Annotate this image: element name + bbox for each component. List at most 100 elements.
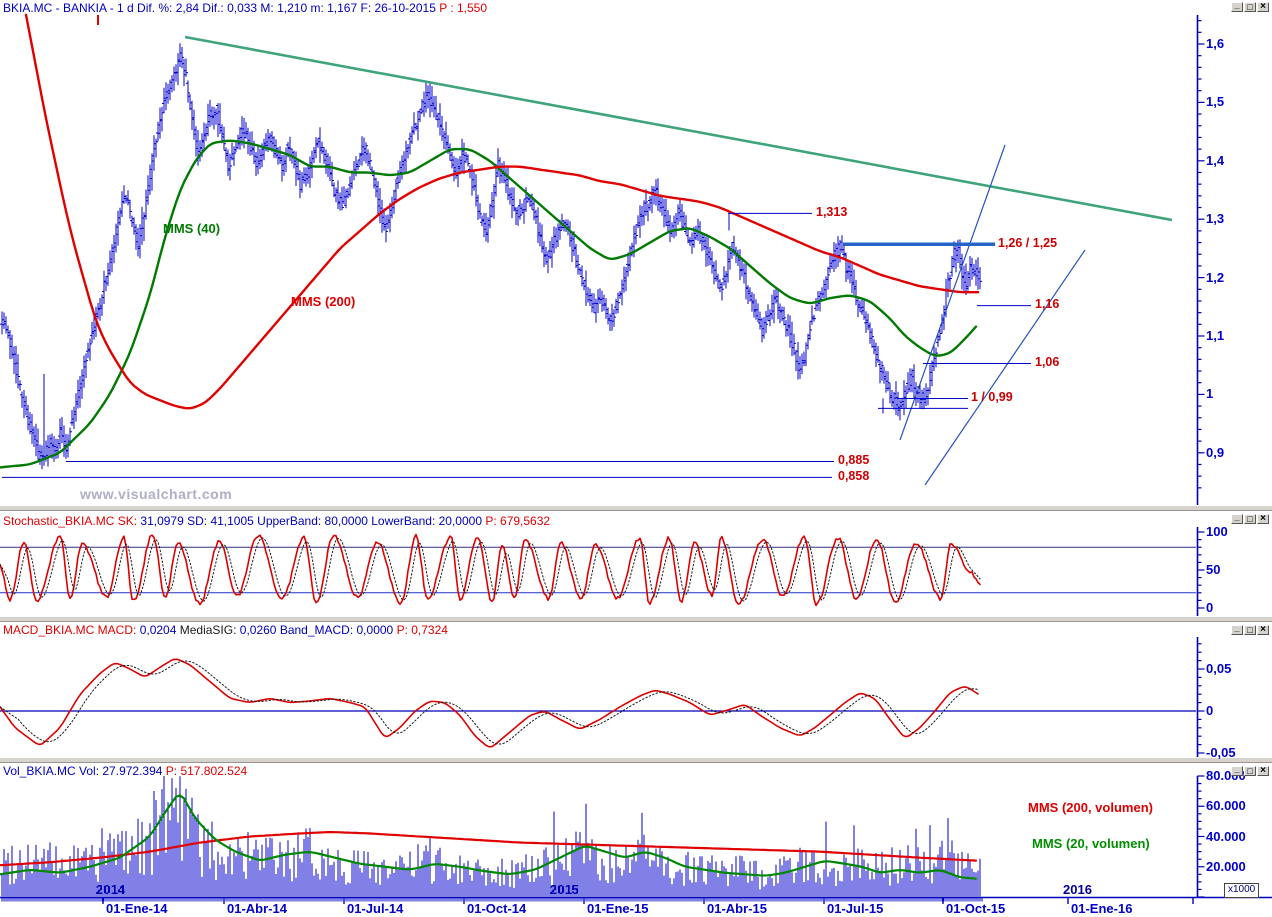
minimize-icon: _ bbox=[1234, 512, 1240, 522]
descending-trendline bbox=[184, 35, 1173, 222]
minimize-button-main[interactable]: _ bbox=[1231, 0, 1243, 12]
y-tick-label: 0 bbox=[1206, 600, 1214, 615]
y-tick-label: -0,05 bbox=[1206, 745, 1236, 760]
header-segment: P : 1,550 bbox=[439, 1, 488, 15]
header-segment: 0,0260 bbox=[239, 623, 280, 637]
close-button-macd[interactable]: × bbox=[1257, 625, 1269, 635]
close-button-stochastic[interactable]: × bbox=[1257, 514, 1269, 524]
volume-mms20-line bbox=[0, 794, 978, 880]
minimize-icon: _ bbox=[1234, 0, 1240, 10]
maximize-icon: □ bbox=[1247, 766, 1253, 776]
x-axis-daily-ticks bbox=[1, 898, 983, 902]
main-chart-header: BKIA.MC - BANKIA - 1 d Dif. %: 2,84 Dif.… bbox=[3, 1, 487, 15]
price-bar-ticks bbox=[0, 52, 982, 460]
watermark: www.visualchart.com bbox=[80, 486, 233, 502]
minimize-icon: _ bbox=[1234, 623, 1240, 633]
macd-header: MACD_BKIA.MC MACD: 0,0204 MediaSIG: 0,02… bbox=[3, 623, 448, 637]
maximize-icon: □ bbox=[1247, 514, 1253, 524]
close-icon: × bbox=[1260, 624, 1266, 635]
maximize-button-main[interactable]: □ bbox=[1244, 2, 1256, 12]
stochastic-sd-line bbox=[0, 537, 981, 602]
y-tick-label: 0 bbox=[1206, 703, 1214, 718]
header-segment: P: 517.802.524 bbox=[165, 764, 248, 778]
maximize-button-macd[interactable]: □ bbox=[1244, 625, 1256, 635]
ascending-channel-line bbox=[899, 144, 1006, 441]
x-tick-label: 01-Ene-16 bbox=[1071, 901, 1133, 916]
header-segment: MediaSIG: bbox=[179, 623, 240, 637]
y-tick-label: 1,3 bbox=[1206, 211, 1225, 227]
x-tick-label: 01-Oct-15 bbox=[946, 901, 1006, 916]
y-tick-label: 1,4 bbox=[1206, 152, 1225, 168]
panel-splitter[interactable] bbox=[0, 757, 1272, 763]
level-label: 1,06 bbox=[1035, 355, 1060, 369]
y-tick-label: 20.000 bbox=[1206, 858, 1246, 874]
volume-mms200-legend: MMS (200, volumen) bbox=[1028, 800, 1153, 815]
macd-signal-line bbox=[0, 660, 979, 745]
macd-line bbox=[0, 658, 979, 748]
x-tick-label: 01-Jul-15 bbox=[827, 901, 884, 916]
x-tick-label: 01-Jul-14 bbox=[347, 901, 404, 916]
y-tick-label: 1,5 bbox=[1206, 94, 1225, 110]
minimize-button-macd[interactable]: _ bbox=[1231, 623, 1243, 635]
maximize-icon: □ bbox=[1247, 625, 1253, 635]
y-tick-label: 60.000 bbox=[1206, 798, 1246, 814]
ascending-channel-line bbox=[924, 249, 1086, 486]
x-tick-label: 01-Ene-14 bbox=[106, 901, 168, 916]
volume-mms200-line bbox=[0, 830, 978, 867]
header-segment: SD: 41,1005 UpperBand: 80,0000 LowerBand… bbox=[187, 514, 486, 528]
year-label: 2016 bbox=[1063, 882, 1092, 897]
minimize-icon: _ bbox=[1234, 764, 1240, 774]
mms40-label: MMS (40) bbox=[163, 221, 221, 236]
level-label: 0,858 bbox=[838, 469, 870, 483]
mms200-label: MMS (200) bbox=[291, 294, 356, 309]
header-segment: P: 0,7324 bbox=[396, 623, 448, 637]
x-tick-label: 01-Oct-14 bbox=[467, 901, 527, 916]
stochastic-header: Stochastic_BKIA.MC SK: 31,0979 SD: 41,10… bbox=[3, 514, 550, 528]
y-tick-label: 1,6 bbox=[1206, 36, 1225, 51]
level-label: 0,885 bbox=[838, 453, 870, 467]
header-segment: 31,0979 bbox=[140, 514, 188, 528]
level-label: 1,16 bbox=[1035, 297, 1060, 311]
close-icon: × bbox=[1260, 1, 1266, 12]
level-label: 1,26 / 1,25 bbox=[998, 236, 1058, 250]
maximize-icon: □ bbox=[1247, 2, 1253, 12]
level-label: 1 / 0,99 bbox=[971, 390, 1013, 404]
level-label: 1,313 bbox=[816, 205, 848, 219]
x-tick-label: 01-Abr-14 bbox=[227, 901, 287, 916]
y-tick-label: 100 bbox=[1206, 524, 1228, 539]
header-segment: Band_MACD: 0,0000 bbox=[279, 623, 397, 637]
panel-splitter[interactable] bbox=[0, 616, 1272, 622]
header-segment: BKIA.MC - BANKIA - 1 d Dif. %: 2,84 Dif.… bbox=[3, 1, 440, 15]
header-segment: Vol_BKIA.MC Vol: 27.972.394 bbox=[3, 764, 166, 778]
close-icon: × bbox=[1260, 513, 1266, 524]
volume-mms20-legend: MMS (20, volumen) bbox=[1032, 836, 1150, 851]
close-button-main[interactable]: × bbox=[1257, 2, 1269, 12]
header-segment: 0,0204 bbox=[139, 623, 180, 637]
y-tick-label: 1 bbox=[1206, 386, 1214, 402]
close-button-volume[interactable]: × bbox=[1257, 766, 1269, 776]
axis-unit-box: x1000 bbox=[1224, 883, 1260, 898]
maximize-button-volume[interactable]: □ bbox=[1244, 766, 1256, 776]
stochastic-sk-line bbox=[0, 533, 981, 607]
minimize-button-volume[interactable]: _ bbox=[1231, 764, 1243, 776]
y-tick-label: 0,9 bbox=[1206, 444, 1225, 460]
x-tick-label: 01-Abr-15 bbox=[707, 901, 767, 916]
y-tick-label: 0,05 bbox=[1206, 661, 1232, 676]
y-tick-label: 50 bbox=[1206, 562, 1221, 577]
header-segment: Stochastic_BKIA.MC SK: bbox=[3, 514, 141, 528]
header-segment: P: 679,5632 bbox=[485, 514, 551, 528]
volume-bars bbox=[1, 776, 981, 897]
minimize-button-stochastic[interactable]: _ bbox=[1231, 512, 1243, 524]
mms40-line bbox=[0, 139, 978, 469]
y-tick-label: 1,2 bbox=[1206, 269, 1225, 285]
y-tick-label: 40.000 bbox=[1206, 828, 1246, 844]
volume-header: Vol_BKIA.MC Vol: 27.972.394 P: 517.802.5… bbox=[3, 764, 247, 778]
panel-splitter[interactable] bbox=[0, 505, 1272, 511]
close-icon: × bbox=[1260, 765, 1266, 776]
x-tick-label: 01-Ene-15 bbox=[587, 901, 649, 916]
maximize-button-stochastic[interactable]: □ bbox=[1244, 514, 1256, 524]
header-segment: MACD_BKIA.MC MACD: bbox=[3, 623, 140, 637]
mms200-line bbox=[24, 13, 980, 410]
